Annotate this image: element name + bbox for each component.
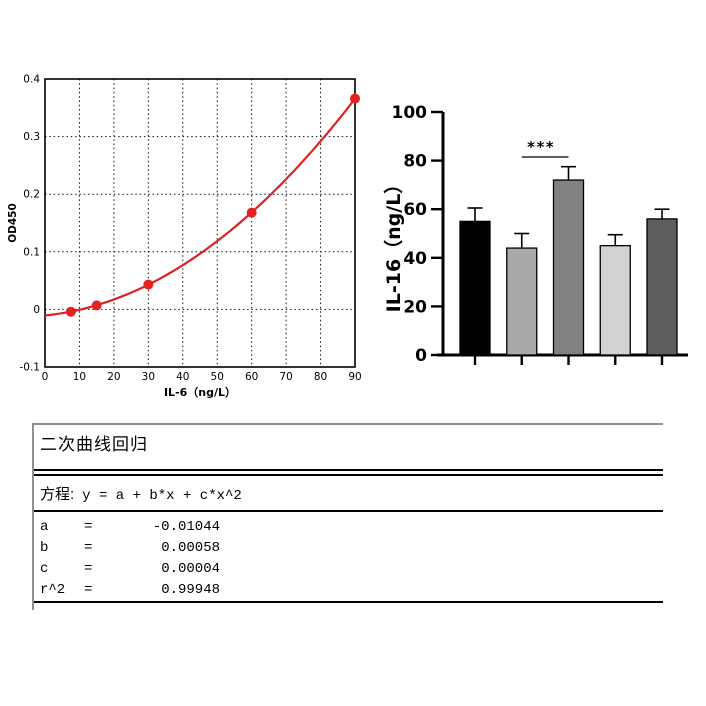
param-name: b xyxy=(40,540,49,556)
parameter-rows: a = -0.01044 b = 0.00058 c = 0.00004 r^2… xyxy=(34,517,663,601)
data-point xyxy=(91,300,102,311)
param-name: c xyxy=(40,561,49,577)
y-tick-label: 80 xyxy=(403,152,427,172)
parameter-row-b: b = 0.00058 xyxy=(34,538,663,559)
param-name: a xyxy=(40,519,49,535)
x-tick-label: 90 xyxy=(348,371,361,383)
parameter-row-c: c = 0.00004 xyxy=(34,559,663,580)
y-tick-label: 60 xyxy=(403,200,427,220)
x-tick-label: 30 xyxy=(142,371,155,383)
param-value: 0.00004 xyxy=(161,561,220,577)
x-axis-label: IL-6（ng/L） xyxy=(164,386,236,399)
plot-border xyxy=(44,78,356,368)
standard-curve-svg: 0 10 20 30 40 50 60 70 80 90-0.100.10.20.30.4IL-6… xyxy=(7,74,362,400)
regression-table: 二次曲线回归 方程: y = a + b*x + c*x^2 a = -0.010… xyxy=(32,423,663,610)
data-point xyxy=(350,93,360,104)
equals-sign: = xyxy=(84,519,93,535)
data-point xyxy=(65,306,76,317)
param-value: -0.01044 xyxy=(152,519,220,535)
param-value: 0.99948 xyxy=(161,582,220,598)
y-tick-label: 100 xyxy=(392,103,428,123)
equals-sign: = xyxy=(84,582,93,598)
bar xyxy=(646,218,678,356)
y-tick-label: 0.1 xyxy=(23,246,40,258)
x-tick-label: 40 xyxy=(176,371,189,383)
x-tick-label: 10 xyxy=(73,371,86,383)
bar-chart-svg: 0 20 40 60 80 100 *** IL-16（ng/L） xyxy=(382,103,688,366)
param-name: r^2 xyxy=(40,582,66,598)
y-tick-label: 20 xyxy=(403,297,427,317)
y-tick-label: 0 xyxy=(415,346,427,366)
x-tick-label: 60 xyxy=(245,371,258,383)
x-tick-label: 50 xyxy=(211,371,224,383)
x-tick-label: 80 xyxy=(314,371,327,383)
standard-curve-chart: 0 10 20 30 40 50 60 70 80 90 -0.1 0 0.1 0.2 0.3 0.4 IL-6… xyxy=(0,60,380,405)
equals-sign: = xyxy=(84,540,93,556)
y-tick-label: 0.2 xyxy=(23,189,40,201)
parameter-row-a: a = -0.01044 xyxy=(34,517,663,538)
parameter-row-r2: r^2 = 0.99948 xyxy=(34,580,663,601)
bar xyxy=(506,247,538,356)
bar xyxy=(459,220,491,356)
y-tick-label: -0.1 xyxy=(20,362,41,374)
y-tick-label: 0.4 xyxy=(23,74,40,86)
y-axis-label: OD450 xyxy=(7,203,19,243)
equation-formula: y = a + b*x + c*x^2 xyxy=(82,488,242,504)
data-point xyxy=(143,279,154,290)
double-rule xyxy=(34,469,663,476)
significance-stars: *** xyxy=(527,138,555,156)
bar xyxy=(552,179,585,356)
fit-curve xyxy=(44,98,356,317)
regression-table-title: 二次曲线回归 xyxy=(40,435,148,454)
regression-equation-row: 方程: y = a + b*x + c*x^2 xyxy=(40,483,242,504)
param-value: 0.00058 xyxy=(161,540,220,556)
x-tick-label: 0 xyxy=(42,371,49,383)
data-point xyxy=(246,207,257,218)
y-tick-label: 40 xyxy=(403,249,427,269)
y-tick-label: 0 xyxy=(33,304,40,316)
bar-chart: 0 20 40 60 80 100 *** IL-16（ng/L） xyxy=(380,60,706,390)
x-tick-label: 20 xyxy=(107,371,120,383)
x-tick-label: 70 xyxy=(279,371,292,383)
y-axis-label: IL-16（ng/L） xyxy=(382,175,405,313)
bar xyxy=(599,244,631,356)
equation-label: 方程: xyxy=(40,486,75,503)
bottom-rule xyxy=(34,601,663,603)
equals-sign: = xyxy=(84,561,93,577)
y-tick-label: 0.3 xyxy=(23,131,40,143)
single-rule xyxy=(34,510,663,512)
